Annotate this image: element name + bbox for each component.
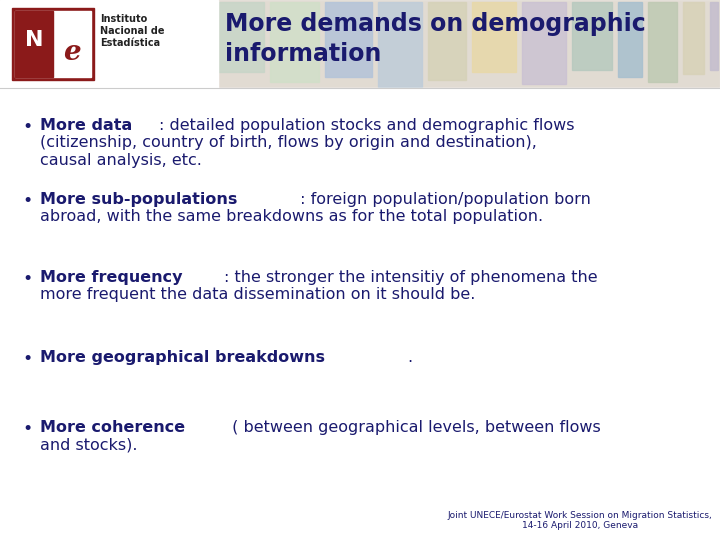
Text: Instituto: Instituto	[100, 14, 148, 24]
Bar	[428, 2, 466, 80]
Bar	[472, 2, 516, 72]
Bar	[12, 8, 94, 80]
Text: Nacional de: Nacional de	[100, 26, 164, 36]
Text: more frequent the data dissemination on it should be.: more frequent the data dissemination on …	[40, 287, 475, 302]
Text: e: e	[63, 39, 81, 66]
Text: •: •	[22, 192, 32, 210]
Bar	[15, 11, 53, 77]
Text: Joint UNECE/Eurostat Work Session on Migration Statistics,
14-16 April 2010, Gen: Joint UNECE/Eurostat Work Session on Mig…	[447, 511, 712, 530]
Text: : detailed population stocks and demographic flows: : detailed population stocks and demogra…	[159, 118, 575, 133]
Text: (citizenship, country of birth, flows by origin and destination),: (citizenship, country of birth, flows by…	[40, 136, 537, 151]
Text: More coherence: More coherence	[40, 420, 185, 435]
Text: •: •	[22, 350, 32, 368]
Text: : the stronger the intensitiy of phenomena the: : the stronger the intensitiy of phenome…	[224, 270, 598, 285]
Bar	[0, 0, 218, 88]
Text: causal analysis, etc.: causal analysis, etc.	[40, 153, 202, 168]
Text: Estadística: Estadística	[100, 38, 160, 48]
Bar	[618, 2, 642, 77]
Bar	[270, 2, 319, 82]
Bar	[218, 2, 264, 72]
Bar	[218, 0, 720, 88]
Bar	[683, 2, 704, 74]
Text: More geographical breakdowns: More geographical breakdowns	[40, 350, 325, 365]
Text: ( between geographical levels, between flows: ( between geographical levels, between f…	[228, 420, 601, 435]
Bar	[15, 11, 91, 77]
Text: .: .	[408, 350, 413, 365]
Bar	[0, 88, 720, 540]
Text: •: •	[22, 118, 32, 136]
Text: and stocks).: and stocks).	[40, 437, 138, 453]
Bar	[710, 2, 718, 70]
Text: •: •	[22, 420, 32, 438]
Bar	[378, 2, 422, 87]
Bar	[0, 0, 720, 88]
Text: •: •	[22, 270, 32, 288]
Bar	[325, 2, 372, 77]
Text: N: N	[24, 30, 43, 50]
Text: More frequency: More frequency	[40, 270, 182, 285]
Bar	[572, 2, 612, 70]
Text: More data: More data	[40, 118, 132, 133]
Text: information: information	[225, 42, 382, 66]
Text: More demands on demographic: More demands on demographic	[225, 12, 646, 36]
Text: More sub-populations: More sub-populations	[40, 192, 238, 207]
Bar	[648, 2, 677, 82]
Bar	[522, 2, 566, 84]
Text: abroad, with the same breakdowns as for the total population.: abroad, with the same breakdowns as for …	[40, 210, 543, 225]
Text: : foreign population/population born: : foreign population/population born	[294, 192, 590, 207]
